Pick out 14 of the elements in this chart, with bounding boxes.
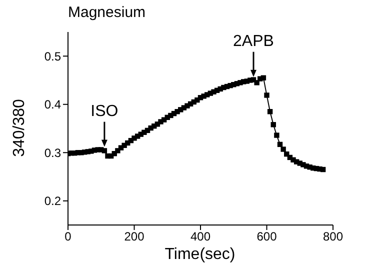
y-tick-label: 0.3 bbox=[44, 146, 62, 160]
x-tick-label: 0 bbox=[64, 230, 72, 244]
annotation: ISO bbox=[90, 102, 118, 120]
chart-title: Magnesium bbox=[68, 4, 146, 21]
y-axis-title: 340/380 bbox=[11, 99, 29, 157]
y-tick-label: 0.2 bbox=[44, 194, 62, 208]
y-tick-label: 0.4 bbox=[44, 98, 62, 112]
y-tick-label: 0.5 bbox=[44, 49, 62, 64]
x-tick-label: 600 bbox=[256, 230, 278, 244]
x-axis-title: Time(sec) bbox=[164, 246, 236, 264]
x-tick-label: 200 bbox=[124, 230, 145, 244]
x-tick-label: 400 bbox=[190, 230, 211, 244]
x-tick-label: 800 bbox=[322, 230, 344, 244]
annotation: 2APB bbox=[233, 32, 274, 50]
